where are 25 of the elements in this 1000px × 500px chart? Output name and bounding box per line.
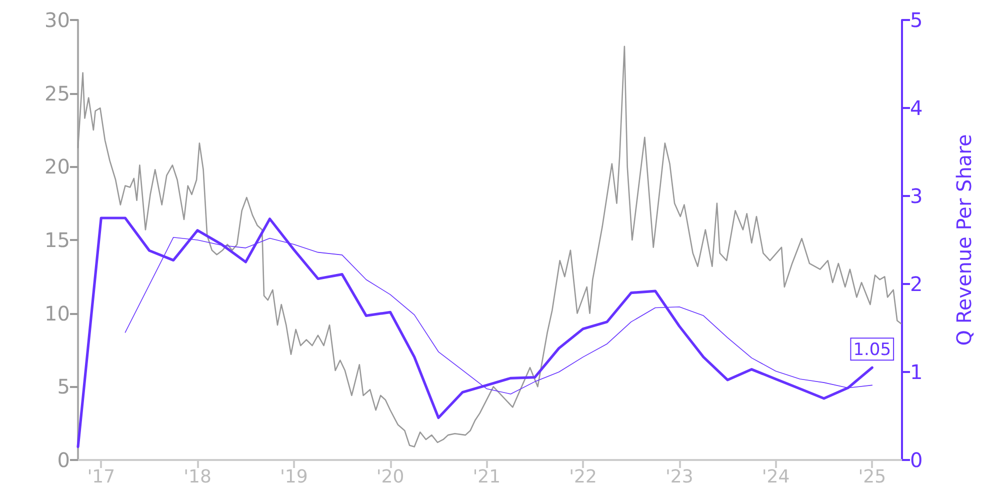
y-tick-label: 20 <box>44 154 70 179</box>
x-tick-label: '22 <box>569 466 597 488</box>
y2-tick-label: 2 <box>910 272 923 296</box>
y-tick-label: 25 <box>44 81 70 106</box>
y-tick-label: 0 <box>57 448 70 472</box>
y2-tick-label: 0 <box>910 448 923 472</box>
data-label: 1.05 <box>853 340 892 360</box>
y-tick-label: 5 <box>57 374 70 399</box>
line-series <box>77 46 902 448</box>
y-tick-label: 15 <box>44 228 70 252</box>
x-tick-label: '19 <box>280 466 308 488</box>
x-tick-label: '17 <box>87 466 116 488</box>
x-tick-label: '20 <box>376 466 404 488</box>
y-tick-label: 10 <box>44 301 70 326</box>
x-tick-label: '18 <box>184 466 212 488</box>
x-tick-label: '23 <box>665 466 694 488</box>
y2-tick-label: 4 <box>910 96 923 120</box>
y2-axis-title: Q Revenue Per Share <box>952 134 976 346</box>
y2-tick-label: 3 <box>910 184 923 208</box>
y2-tick-label: 5 <box>910 8 923 32</box>
x-tick-label: '24 <box>762 466 790 488</box>
x-tick-label: '21 <box>472 466 501 488</box>
y2-tick-label: 1 <box>910 360 923 384</box>
x-tick-label: '25 <box>858 466 886 488</box>
y-tick-label: 30 <box>44 8 70 32</box>
